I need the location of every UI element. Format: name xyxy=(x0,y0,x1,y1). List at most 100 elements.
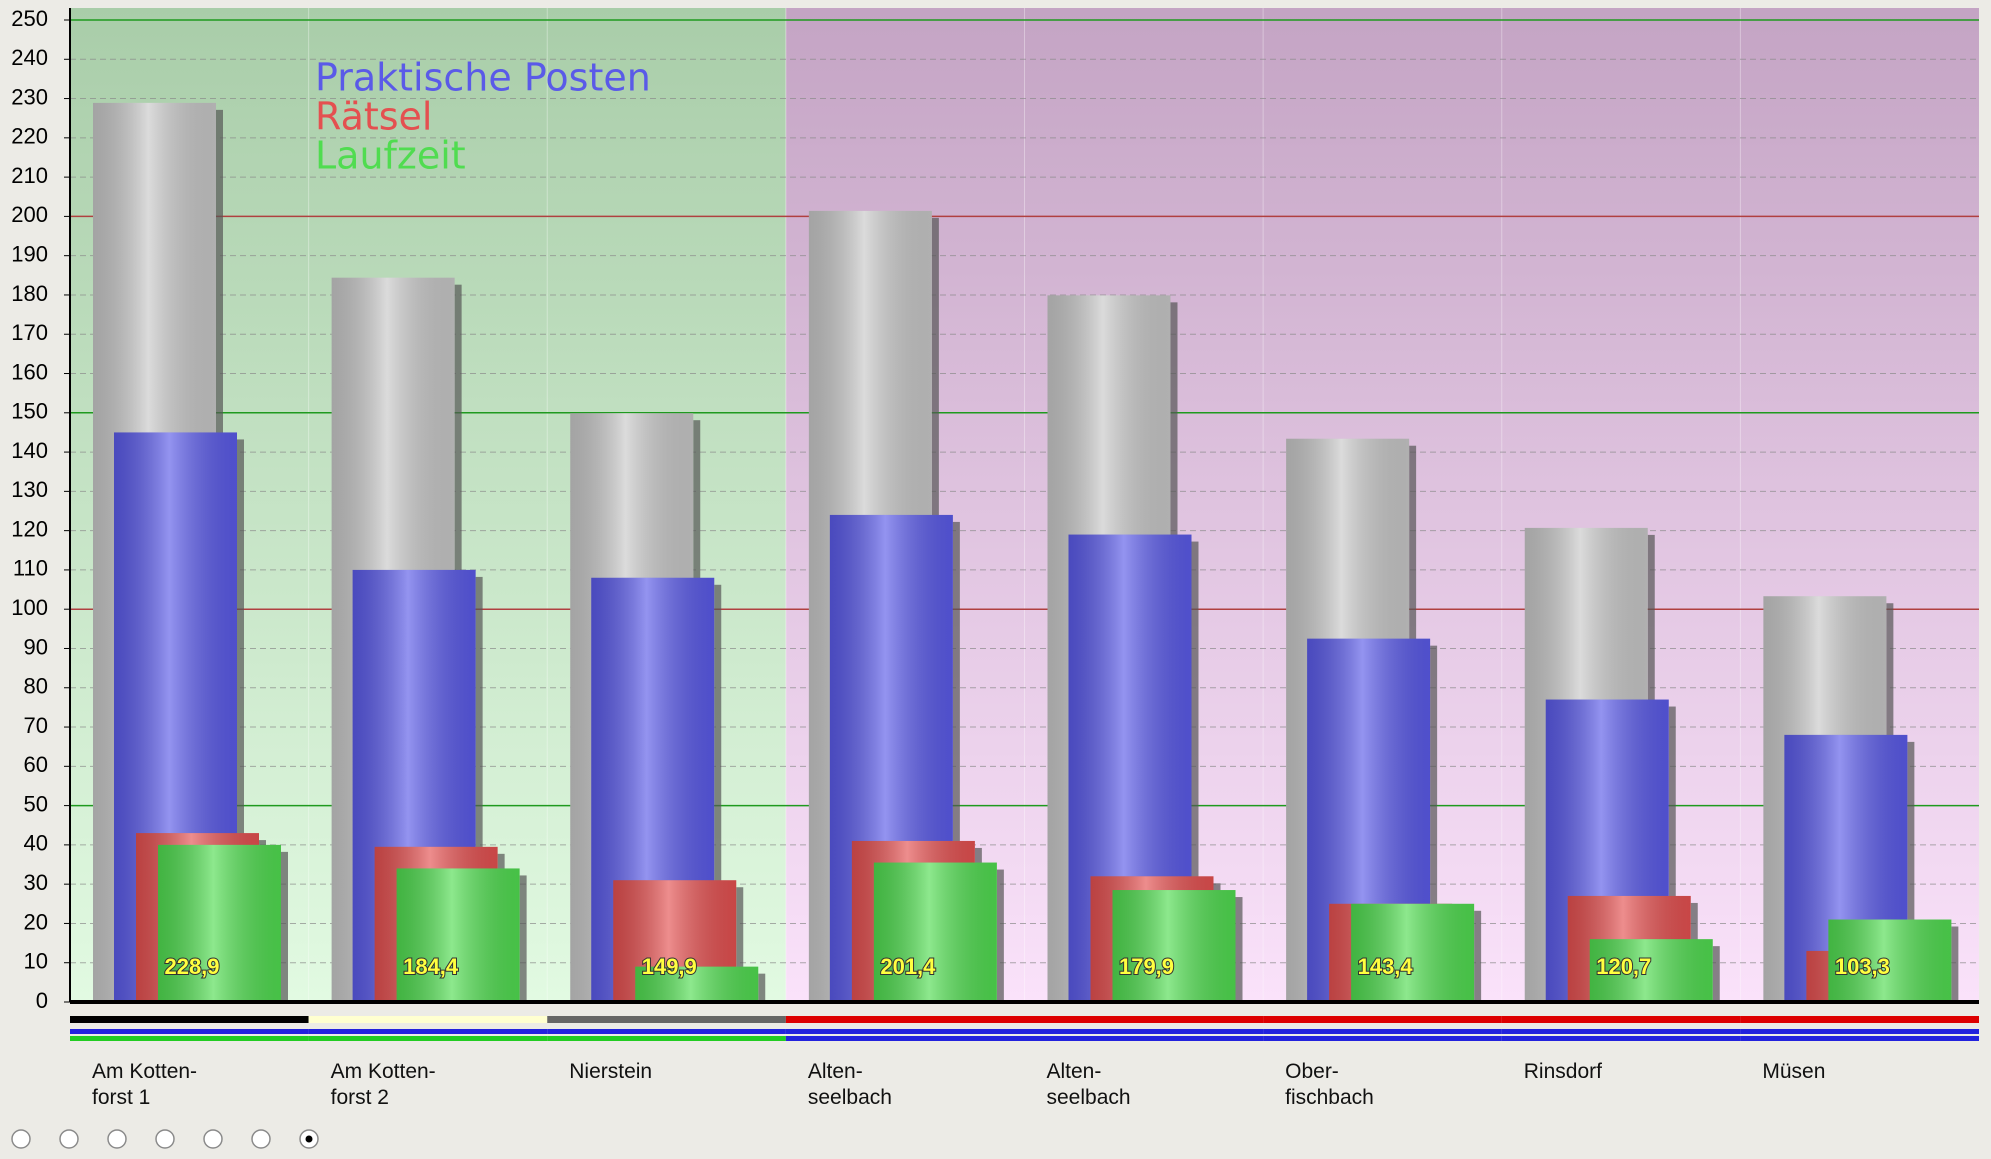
strip xyxy=(70,1036,309,1041)
radio-button[interactable] xyxy=(155,1129,175,1149)
strip xyxy=(308,1036,548,1041)
value-label: 184,4 xyxy=(403,954,459,979)
y-tick-label: 120 xyxy=(11,516,48,541)
y-tick-label: 180 xyxy=(11,281,48,306)
bar-shadow xyxy=(996,869,1004,1002)
strip xyxy=(547,1016,786,1023)
strip xyxy=(1501,1029,1741,1034)
bar-shadow xyxy=(1907,741,1915,1002)
y-tick-label: 10 xyxy=(24,949,48,974)
strip xyxy=(1501,1036,1741,1041)
x-tick-label: Rinsdorf xyxy=(1524,1060,1602,1083)
strip xyxy=(785,1016,1025,1023)
bar-shine xyxy=(158,844,281,1002)
radio-button[interactable] xyxy=(203,1129,223,1149)
bar-shadow xyxy=(1430,645,1438,1002)
legend-entry: Rätsel xyxy=(315,95,433,139)
y-tick-label: 210 xyxy=(11,163,48,188)
bar-shadow xyxy=(519,875,527,1002)
x-tick-label: Nierstein xyxy=(569,1060,652,1083)
y-tick-label: 140 xyxy=(11,438,48,463)
strip xyxy=(547,1036,786,1041)
radio-circle xyxy=(251,1129,271,1149)
strip xyxy=(1263,1016,1502,1023)
bar-shine xyxy=(1589,939,1713,1002)
y-tick-label: 40 xyxy=(24,831,48,856)
bar-shine xyxy=(1351,903,1475,1002)
y-tick-label: 130 xyxy=(11,477,48,502)
radio-button[interactable] xyxy=(59,1129,79,1149)
value-label: 179,9 xyxy=(1119,954,1174,979)
y-tick-label: 0 xyxy=(36,988,48,1013)
bar-shadow xyxy=(952,521,960,1002)
strip xyxy=(1740,1036,1979,1041)
bars: 228,9 184,4 149,9 201,4 179,9 143,4 120,7 103,3 xyxy=(93,102,1959,1003)
y-tick-label: 160 xyxy=(11,359,48,384)
legend-entry: Praktische Posten xyxy=(315,56,651,100)
y-tick-label: 110 xyxy=(13,556,48,581)
bar-shadow xyxy=(1712,946,1720,1002)
x-tick-label: Müsen xyxy=(1762,1060,1825,1083)
y-tick-label: 250 xyxy=(11,6,48,31)
strip xyxy=(308,1016,548,1023)
y-tick-label: 60 xyxy=(24,752,48,777)
y-tick-label: 230 xyxy=(11,84,48,109)
legend-entry: Laufzeit xyxy=(315,134,466,178)
strip xyxy=(785,1036,1025,1041)
y-tick-label: 200 xyxy=(11,202,48,227)
axes: 0 10 20 30 40 50 60 70 80 90 100 110 120 130 140 150 160… xyxy=(11,6,1979,1109)
strip xyxy=(1740,1029,1979,1034)
strip xyxy=(70,1029,309,1034)
bar-shadow xyxy=(758,973,766,1002)
y-tick-label: 20 xyxy=(24,909,48,934)
radio-circle xyxy=(107,1129,127,1149)
y-tick-label: 190 xyxy=(11,241,48,266)
radio-button[interactable] xyxy=(299,1129,319,1149)
bar-shadow xyxy=(736,887,744,1002)
bar-shadow xyxy=(1235,897,1243,1002)
y-tick-label: 70 xyxy=(24,713,48,738)
radio-group xyxy=(11,1129,319,1149)
value-label: 120,7 xyxy=(1596,954,1651,979)
x-tick-label: Alten-seelbach xyxy=(808,1060,892,1109)
value-label: 228,9 xyxy=(164,954,219,979)
strip xyxy=(1501,1016,1741,1023)
value-label: 201,4 xyxy=(880,954,936,979)
strip xyxy=(1024,1016,1264,1023)
radio-circle xyxy=(59,1129,79,1149)
y-tick-label: 240 xyxy=(11,45,48,70)
value-label: 103,3 xyxy=(1835,954,1890,979)
y-tick-label: 220 xyxy=(11,124,48,149)
strip xyxy=(1263,1029,1502,1034)
bar-shadow xyxy=(1951,926,1959,1002)
radio-circle xyxy=(11,1129,31,1149)
value-label: 149,9 xyxy=(642,954,697,979)
y-tick-label: 100 xyxy=(11,595,48,620)
bar-shadow xyxy=(475,576,483,1002)
strip xyxy=(308,1029,548,1034)
bar-shadow xyxy=(1474,910,1482,1002)
y-tick-label: 80 xyxy=(24,674,48,699)
strip xyxy=(547,1029,786,1034)
y-tick-label: 30 xyxy=(24,870,48,895)
radio-circle xyxy=(155,1129,175,1149)
radio-button[interactable] xyxy=(107,1129,127,1149)
radio-button[interactable] xyxy=(251,1129,271,1149)
bar-shadow xyxy=(281,851,288,1002)
bar-shine xyxy=(396,868,520,1002)
bar-shine xyxy=(1828,919,1952,1002)
y-tick-label: 50 xyxy=(24,791,48,816)
strip xyxy=(70,1016,309,1023)
value-label: 143,4 xyxy=(1358,954,1414,979)
y-tick-label: 90 xyxy=(24,634,48,659)
strip xyxy=(1263,1036,1502,1041)
bar-shine xyxy=(1112,890,1236,1002)
bar-shadow xyxy=(714,584,722,1002)
bar-shadow xyxy=(1668,706,1676,1002)
x-tick-label: Alten-seelbach xyxy=(1047,1060,1131,1109)
x-tick-label: Am Kotten-forst 2 xyxy=(331,1060,436,1109)
radio-button[interactable] xyxy=(11,1129,31,1149)
strip xyxy=(1740,1016,1979,1023)
